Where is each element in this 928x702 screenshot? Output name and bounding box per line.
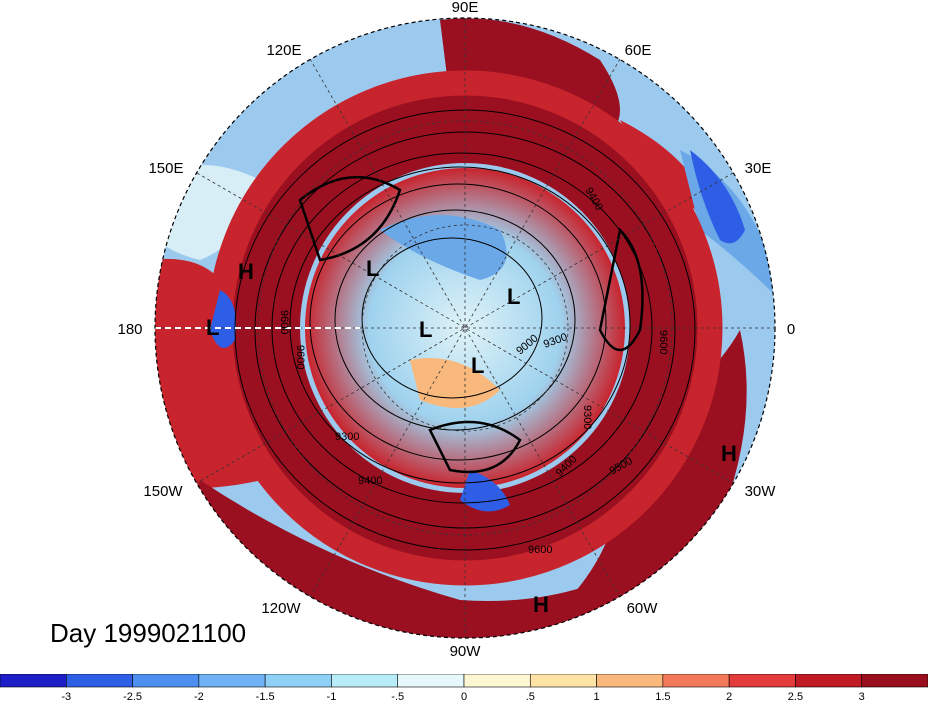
lon-label-0: 0: [787, 321, 795, 338]
low-pressure-center: L: [419, 317, 432, 342]
colorbar-swatch: [529, 674, 597, 688]
colorbar-swatch: [198, 674, 266, 688]
colorbar-swatch: [65, 674, 133, 688]
colorbar-tick-label: 2: [726, 691, 732, 702]
colorbar-tick-label: -1: [327, 691, 337, 702]
colorbar-swatch: [264, 674, 332, 688]
map-boundary: [154, 17, 776, 639]
contour-label: 9300: [335, 431, 359, 443]
lon-label-60w: 60W: [627, 600, 659, 617]
lon-label-30e: 30E: [745, 160, 772, 177]
colorbar-swatch: [728, 674, 796, 688]
colorbar-tick-label: 1: [594, 691, 600, 702]
lon-label-180: 180: [117, 321, 142, 338]
colorbar-swatch: [331, 674, 399, 688]
colorbar-tick-label: .5: [526, 691, 535, 702]
colorbar-swatch: [596, 674, 664, 688]
colorbar-tick-label: -1.5: [256, 691, 275, 702]
colorbar-swatch: [0, 674, 67, 688]
lon-label-120e: 120E: [266, 42, 301, 59]
colorbar-tick-label: -.5: [391, 691, 404, 702]
high-pressure-center: H: [533, 592, 549, 617]
colorbar-tick-label: 0: [461, 691, 467, 702]
low-pressure-center: L: [507, 284, 520, 309]
colorbar-tick-label: 3: [859, 691, 865, 702]
lon-label-90w: 90W: [450, 643, 482, 660]
colorbar-swatch: [132, 674, 200, 688]
low-pressure-center: L: [206, 315, 219, 340]
colorbar: -3 -2.5 -2 -1.5 -1 -.5 0 .5 1 1.5 2 2.5 3: [0, 674, 928, 702]
contour-label: 9600: [657, 330, 669, 354]
colorbar-ticks: -3 -2.5 -2 -1.5 -1 -.5 0 .5 1 1.5 2 2.5 3: [61, 691, 864, 702]
low-pressure-center: L: [471, 353, 484, 378]
colorbar-tick-label: 1.5: [655, 691, 670, 702]
colorbar-swatch: [463, 674, 531, 688]
low-pressure-center: L: [366, 256, 379, 281]
colorbar-swatch: [397, 674, 465, 688]
colorbar-swatch: [861, 674, 928, 688]
colorbar-tick-label: -2: [194, 691, 204, 702]
map-title: Day 1999021100: [50, 618, 247, 648]
contour-label: 9300: [581, 405, 593, 429]
colorbar-swatches: [0, 674, 928, 688]
contour-label: 9600: [278, 310, 290, 334]
lon-label-150w: 150W: [143, 483, 183, 500]
colorbar-tick-label: -2.5: [123, 691, 142, 702]
high-pressure-center: H: [238, 259, 254, 284]
lon-label-90e: 90E: [452, 0, 479, 16]
contour-label: 9400: [358, 475, 382, 487]
lon-label-120w: 120W: [261, 600, 301, 617]
contour-label: 9600: [528, 544, 552, 556]
colorbar-tick-label: 2.5: [788, 691, 803, 702]
colorbar-swatch: [662, 674, 730, 688]
lon-label-60e: 60E: [625, 42, 652, 59]
lon-label-30w: 30W: [745, 483, 777, 500]
high-pressure-center: H: [721, 441, 737, 466]
lon-label-150e: 150E: [148, 160, 183, 177]
colorbar-tick-label: -3: [61, 691, 71, 702]
colorbar-swatch: [795, 674, 863, 688]
contour-label: 9600: [294, 345, 306, 369]
